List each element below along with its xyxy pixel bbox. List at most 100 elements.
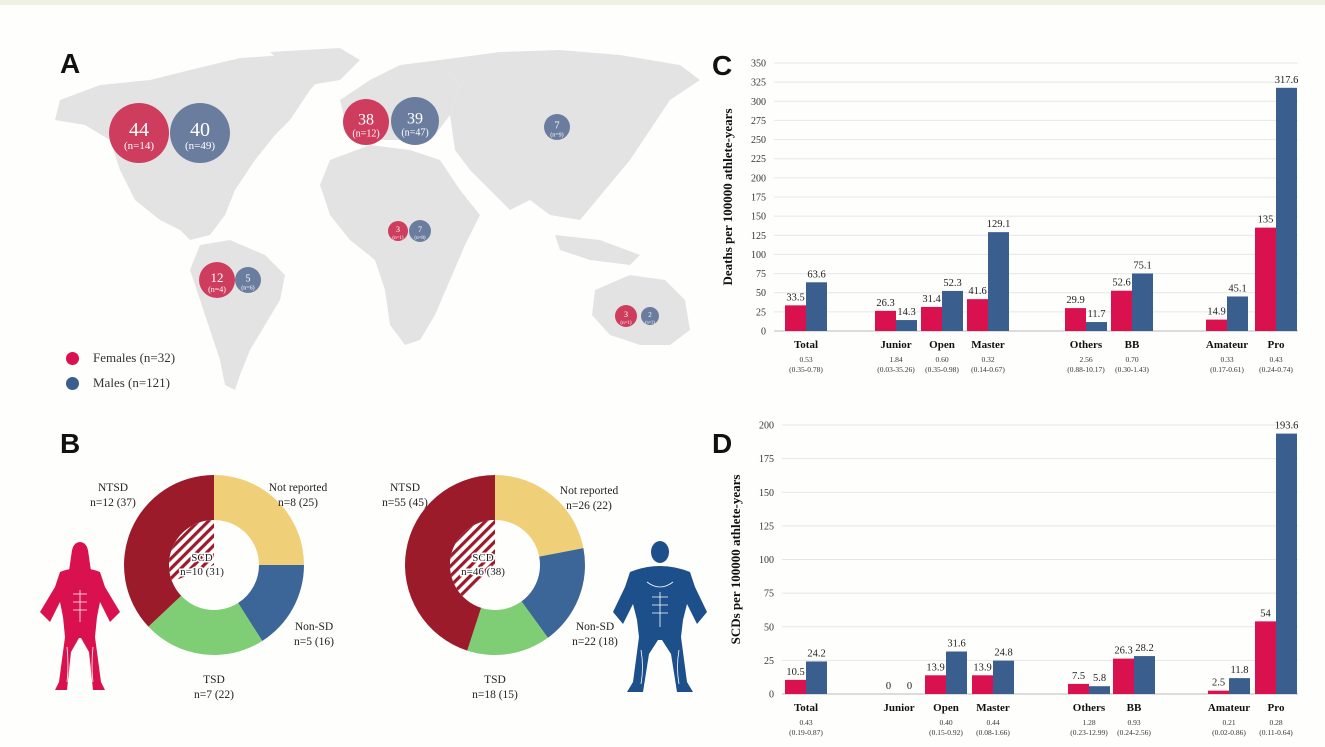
- y-tick-label: 100: [751, 250, 766, 261]
- bubble-age-label: 40: [190, 119, 210, 141]
- bar-value-label-female: 26.3: [1114, 646, 1132, 657]
- bar-male: [1276, 433, 1297, 694]
- x-tick-label: Open: [933, 702, 959, 714]
- map-bubbles: 44(n=14)40(n=49)38(n=12)39(n=47)7(n=9)3(…: [109, 97, 659, 327]
- bar-value-label-female: 26.3: [876, 298, 894, 309]
- y-tick-label: 100: [759, 555, 774, 566]
- slice-label-n: n=26 (22): [566, 500, 612, 512]
- panel-label-c: C: [712, 50, 733, 81]
- scd-label-n: n=46 (38): [461, 566, 505, 578]
- y-tick-label: 0: [761, 327, 766, 338]
- bar-male: [1132, 273, 1153, 331]
- confidence-interval-label: (0.30-1.43): [1115, 365, 1149, 374]
- x-tick-label: BB: [1125, 339, 1140, 351]
- bar-female: [1065, 308, 1086, 331]
- confidence-interval-label: (0.88-10.17): [1067, 365, 1105, 374]
- rate-ratio-label: 0.70: [1125, 355, 1138, 364]
- bar-value-label-female: 54: [1260, 608, 1271, 619]
- bar-value-label-male: 5.8: [1093, 673, 1106, 684]
- bar-group-bb: 52.675.1 BB 0.70(0.30-1.43): [1111, 260, 1153, 374]
- bar-group-master: 13.924.8 Master 0.44(0.08-1.66): [972, 648, 1014, 737]
- bar-value-label-male: 75.1: [1133, 260, 1151, 271]
- bar-male: [993, 660, 1014, 694]
- bar-female: [1255, 227, 1276, 331]
- map-bubble-male: 39(n=47): [391, 97, 439, 145]
- slice-label-tsd: TSD n=18 (15): [472, 674, 518, 701]
- bubble-n-label: (n=49): [185, 140, 215, 152]
- x-tick-label: Junior: [880, 339, 911, 351]
- bar-male: [1229, 678, 1250, 694]
- male-bodybuilder-icon: [613, 541, 707, 692]
- y-tick-label: 200: [759, 421, 774, 432]
- donut-hatched-scd-subset: [450, 520, 495, 598]
- bar-female: [1206, 319, 1227, 331]
- slice-label-name: Not reported: [560, 485, 619, 497]
- landmass-asia: [440, 50, 700, 220]
- legend-swatch-male: [66, 376, 79, 390]
- bar-group-open: 31.452.3 Open 0.60(0.35-0.98): [921, 278, 963, 374]
- y-tick-label: 175: [759, 454, 774, 465]
- bar-value-label-female: 13.9: [973, 662, 991, 673]
- donut-slice-non_sd: [521, 548, 585, 638]
- bar-female: [785, 305, 806, 331]
- bubble-circle: [109, 103, 169, 163]
- y-tick-label: 200: [751, 173, 766, 184]
- x-tick-label: Open: [929, 339, 955, 351]
- bubble-circle: [235, 267, 261, 293]
- bar-female: [1255, 621, 1276, 694]
- map-bubble-female: 44(n=14): [109, 103, 169, 163]
- confidence-interval-label: (0.24-2.56): [1117, 728, 1151, 737]
- bubble-n-label: (n=9): [550, 132, 563, 139]
- bubble-n-label: (n=1): [392, 236, 403, 241]
- panel-b-cause-of-death: B SCD n=10 (31) Not reported n=8 (25) Non-SD…: [40, 420, 720, 740]
- y-tick-label: 250: [751, 135, 766, 146]
- donut-slice-ntsd: [405, 475, 495, 651]
- confidence-interval-label: (0.15-0.92): [929, 728, 963, 737]
- bar-value-label-male: 11.7: [1088, 309, 1106, 320]
- bubble-n-label: (n=4): [208, 285, 226, 294]
- y-tick-label: 125: [759, 521, 774, 532]
- confidence-interval-label: (0.35-0.78): [789, 365, 823, 374]
- bar-value-label-male: 11.8: [1231, 665, 1249, 676]
- rate-ratio-label: 0.44: [986, 718, 999, 727]
- bar-female: [1208, 690, 1229, 694]
- bar-female: [925, 675, 946, 694]
- legend-item-males: Males (n=121): [66, 375, 170, 391]
- bar-group-total: 10.524.2 Total 0.43(0.19-0.87): [785, 648, 827, 737]
- confidence-interval-label: (0.19-0.87): [789, 728, 823, 737]
- landmass-south-america: [190, 240, 285, 390]
- map-bubble-female: 3 (n=1): [388, 221, 408, 241]
- confidence-interval-label: (0.11-0.64): [1259, 728, 1293, 737]
- y-tick-label: 175: [751, 193, 766, 204]
- slice-label-name: TSD: [484, 674, 506, 686]
- legend-label-males: Males (n=121): [93, 375, 171, 390]
- x-tick-label: Amateur: [1208, 702, 1250, 714]
- bar-value-label-male: 14.3: [897, 307, 915, 318]
- confidence-interval-label: (0.03-35.26): [877, 365, 915, 374]
- confidence-interval-label: (0.24-0.74): [1259, 365, 1293, 374]
- bubble-n-label: (n=47): [401, 127, 428, 138]
- y-tick-label: 50: [756, 288, 766, 299]
- rate-ratio-label: 2.56: [1079, 355, 1092, 364]
- legend-swatch-female: [66, 351, 79, 365]
- bar-group-others: 7.5 5.8 Others 1.28(0.23-12.99): [1068, 671, 1110, 737]
- bubble-circle: [409, 220, 431, 242]
- scd-label-title: SCD: [191, 552, 212, 564]
- bubble-n-label: (n=2): [645, 320, 656, 325]
- donut-slice-not_reported: [495, 475, 584, 557]
- bar-value-label-female: 29.9: [1066, 295, 1084, 306]
- confidence-interval-label: (0.08-1.66): [976, 728, 1010, 737]
- legend-item-females: Females (n=32): [66, 350, 175, 366]
- slice-label-name: TSD: [203, 674, 225, 686]
- y-tick-label: 75: [764, 589, 774, 600]
- rate-ratio-label: 1.84: [889, 355, 902, 364]
- panel-d-scd-chart: D SCDs per 100000 athlete-years 0 25 50 75 10…: [700, 410, 1325, 742]
- bubble-circle: [391, 97, 439, 145]
- bar-male: [988, 232, 1009, 331]
- panel-c-deaths-chart: C Deaths per 100000 athlete-years 0 25 50 75…: [700, 50, 1325, 390]
- bar-value-label-female: 52.6: [1112, 278, 1130, 289]
- bar-female: [1111, 290, 1132, 331]
- scd-label-n: n=10 (31): [180, 566, 224, 578]
- bar-value-label-female: 0: [886, 681, 891, 692]
- bar-male: [1227, 296, 1248, 331]
